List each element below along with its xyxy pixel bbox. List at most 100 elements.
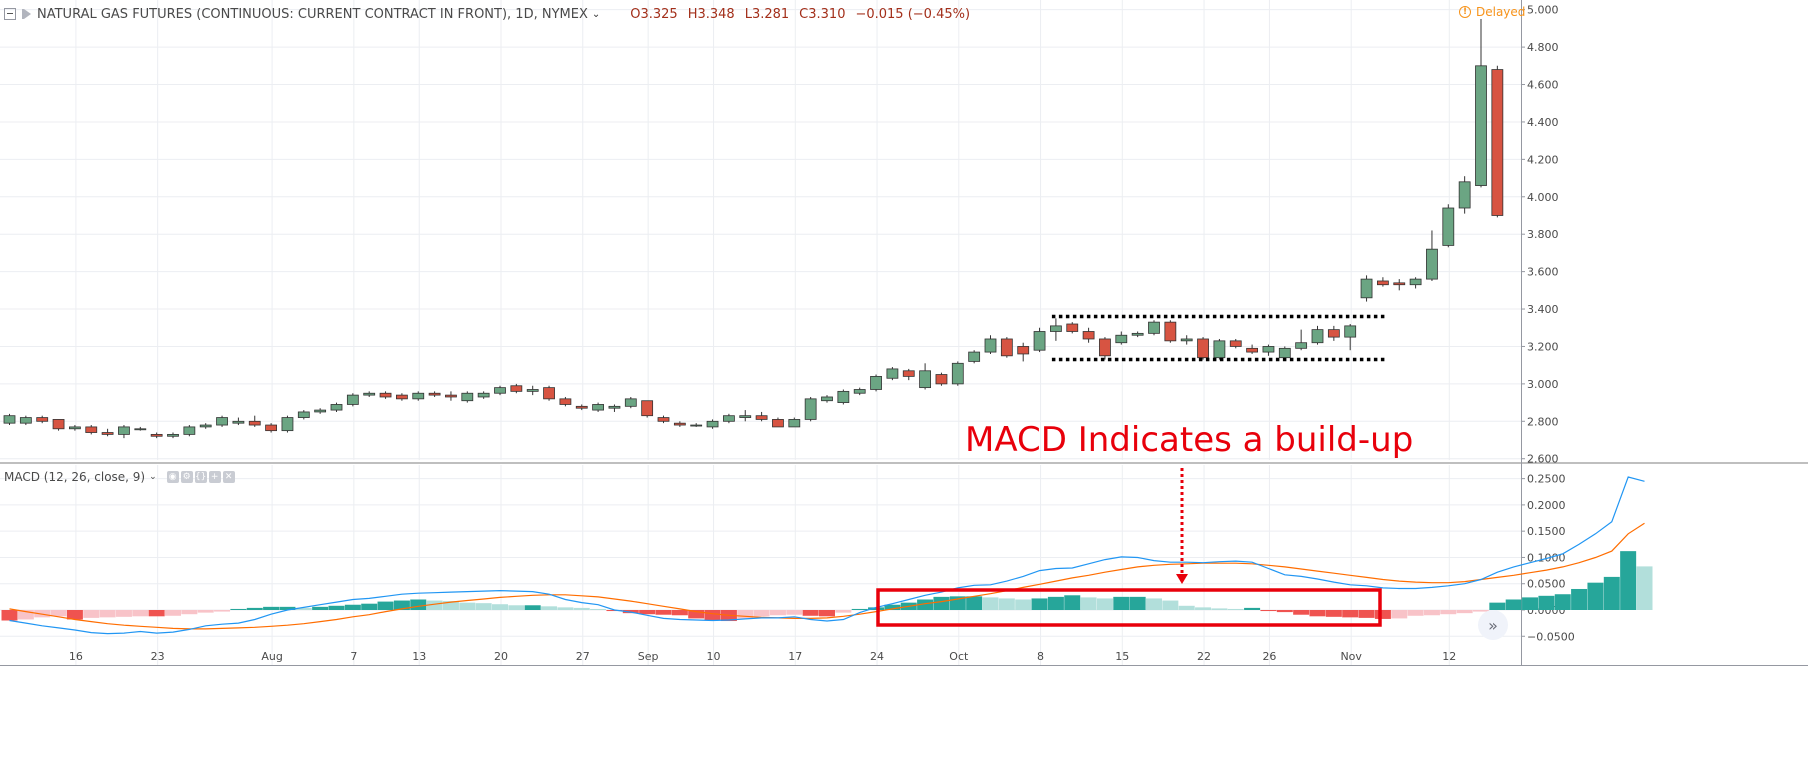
histogram-bar bbox=[426, 600, 443, 610]
candle-body bbox=[1409, 278, 1422, 286]
histogram-bar bbox=[655, 610, 672, 615]
chevron-down-icon[interactable]: ⌄ bbox=[591, 8, 601, 20]
candle bbox=[1491, 65, 1504, 218]
histogram-bar bbox=[1489, 602, 1506, 610]
histogram-bar bbox=[410, 599, 427, 610]
histogram-bar bbox=[393, 600, 410, 610]
histogram-bar bbox=[1260, 610, 1277, 612]
candle-body bbox=[1099, 338, 1111, 357]
candle bbox=[1262, 344, 1275, 356]
candle-body bbox=[1131, 332, 1144, 336]
candle bbox=[477, 391, 490, 399]
symbol-title[interactable]: NATURAL GAS FUTURES (CONTINUOUS: CURRENT… bbox=[37, 6, 588, 22]
settings-icon[interactable]: ⚙ bbox=[180, 471, 193, 483]
candle bbox=[772, 417, 784, 428]
candle-body bbox=[199, 424, 212, 428]
histogram-bar bbox=[1374, 610, 1391, 619]
candle bbox=[1393, 279, 1406, 291]
candle-body bbox=[1278, 347, 1291, 359]
candle-body bbox=[1229, 340, 1242, 347]
histogram-bar bbox=[1211, 608, 1228, 610]
collapse-icon[interactable] bbox=[4, 8, 16, 20]
signal-line bbox=[9, 522, 1645, 630]
eye-icon[interactable]: ◉ bbox=[166, 471, 179, 483]
histogram-bar bbox=[1, 610, 18, 621]
candle-body bbox=[167, 433, 179, 437]
histogram-bar bbox=[132, 610, 149, 617]
macd-tick-label: −0.0500 bbox=[1527, 630, 1575, 643]
time-axis[interactable]: 16 23 Aug 7 13 20 27 Sep 10 17 24 Oct 8 15 22 26 Nov 12 bbox=[0, 650, 1808, 666]
candle-body bbox=[1491, 69, 1504, 216]
macd-histogram bbox=[1, 551, 1653, 622]
histogram-bar bbox=[197, 610, 214, 613]
annotation-text: MACD Indicates a build-up bbox=[965, 420, 1414, 460]
candle-body bbox=[870, 375, 882, 390]
histogram-bar bbox=[982, 597, 999, 610]
histogram-bar bbox=[1473, 610, 1489, 612]
histogram-bar bbox=[688, 610, 705, 619]
histogram-bar bbox=[1505, 599, 1522, 610]
histogram-bar bbox=[671, 610, 688, 616]
candle-body bbox=[1197, 338, 1209, 359]
histogram-bar bbox=[1276, 610, 1293, 613]
candle bbox=[1066, 322, 1079, 334]
price-tick-label: 3.600 bbox=[1527, 266, 1559, 279]
chevron-down-icon[interactable]: ⌄ bbox=[149, 472, 157, 482]
candle-body bbox=[772, 419, 784, 428]
histogram-bar bbox=[246, 607, 263, 610]
candle bbox=[346, 393, 359, 407]
candle bbox=[984, 335, 997, 354]
candle bbox=[559, 396, 572, 407]
candle bbox=[837, 389, 850, 405]
candle bbox=[379, 391, 392, 399]
candle bbox=[69, 425, 81, 431]
source-icon[interactable]: {} bbox=[194, 471, 207, 483]
candle bbox=[1475, 19, 1487, 188]
flag-icon[interactable] bbox=[22, 9, 31, 19]
histogram-bar bbox=[50, 610, 67, 617]
candle-body bbox=[804, 398, 817, 420]
histogram-bar bbox=[475, 603, 492, 610]
histogram-bar bbox=[737, 610, 754, 619]
candle bbox=[101, 428, 114, 437]
candle bbox=[739, 410, 752, 422]
histogram-bar bbox=[1080, 597, 1097, 610]
macd-axis[interactable]: −0.05000.00000.05000.10000.15000.20000.2… bbox=[1521, 473, 1575, 644]
macd-title[interactable]: MACD (12, 26, close, 9) bbox=[4, 470, 146, 484]
candle-body bbox=[101, 432, 114, 435]
time-tick-label: 8 bbox=[1037, 650, 1044, 663]
histogram-bar bbox=[377, 601, 394, 610]
candle bbox=[1409, 277, 1422, 289]
candle-body bbox=[1033, 331, 1046, 351]
time-tick-label: 7 bbox=[350, 650, 357, 663]
candle bbox=[673, 421, 686, 427]
scroll-to-realtime-button[interactable]: » bbox=[1478, 610, 1508, 640]
histogram-bar bbox=[1309, 610, 1326, 617]
histogram-bar bbox=[1162, 600, 1179, 610]
delayed-badge[interactable]: ! Delayed bbox=[1459, 5, 1525, 19]
candle-body bbox=[706, 420, 719, 428]
candle bbox=[804, 396, 817, 422]
candle bbox=[886, 367, 899, 381]
histogram-bar bbox=[344, 604, 361, 610]
histogram-bar bbox=[1031, 598, 1048, 610]
histogram-bar bbox=[230, 608, 247, 610]
price-axis[interactable]: 2.600 2.800 3.000 3.200 3.400 3.600 3.800 4.000… bbox=[1521, 4, 1559, 466]
close-icon[interactable]: ✕ bbox=[222, 471, 235, 483]
more-icon[interactable]: + bbox=[208, 471, 221, 483]
histogram-bar bbox=[1538, 595, 1555, 610]
candle bbox=[968, 350, 981, 364]
candle-body bbox=[1393, 282, 1406, 286]
candle-body bbox=[919, 370, 931, 389]
histogram-bar bbox=[165, 610, 181, 616]
candle bbox=[281, 415, 294, 433]
candle-body bbox=[445, 394, 457, 398]
histogram-bar bbox=[181, 610, 198, 615]
candle-body bbox=[1442, 207, 1455, 246]
histogram-bar bbox=[1554, 594, 1571, 610]
candle-body bbox=[1115, 334, 1128, 344]
candle bbox=[1180, 335, 1193, 345]
histogram-bar bbox=[704, 610, 721, 620]
histogram-bar bbox=[786, 610, 803, 615]
